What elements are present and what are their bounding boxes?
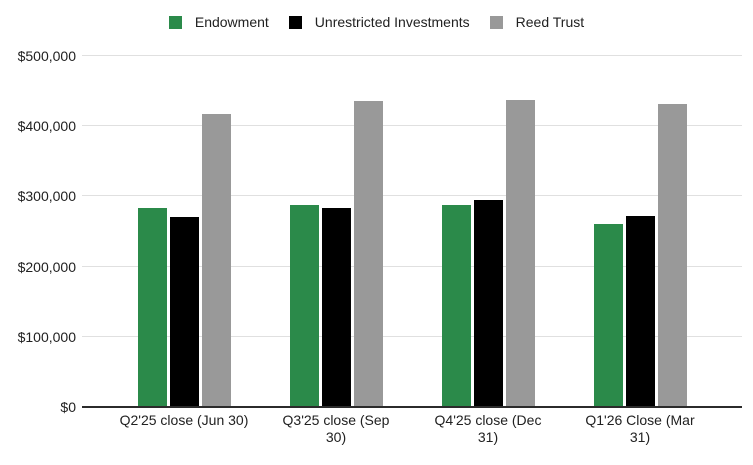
bar-group-q1-26-close-mar-31 bbox=[564, 56, 716, 407]
legend-label: Unrestricted Investments bbox=[314, 14, 470, 30]
x-tick-label-q2-25-close-jun-30: Q2'25 close (Jun 30) bbox=[119, 412, 249, 428]
gridline bbox=[82, 335, 742, 337]
x-tick-label-q3-25-close-sep-30: Q3'25 close (Sep 30) bbox=[282, 412, 390, 445]
y-tick-label: $300,000 bbox=[17, 188, 76, 205]
x-tick-label-q4-25-close-dec-31: Q4'25 close (Dec 31) bbox=[434, 412, 542, 445]
gridline bbox=[82, 195, 742, 197]
x-tick-label-q1-26-close-mar-31: Q1'26 Close (Mar 31) bbox=[585, 412, 695, 445]
legend-item-endowment: Endowment bbox=[168, 12, 269, 32]
bar-group-q3-25-close-sep-30 bbox=[260, 56, 412, 407]
bar-endowment bbox=[137, 208, 167, 407]
bar-reed-trust bbox=[201, 113, 231, 407]
chart-legend: Endowment Unrestricted Investments Reed Tr… bbox=[0, 12, 753, 32]
bar-reed-trust bbox=[505, 99, 535, 407]
legend-swatch-icon bbox=[489, 15, 503, 29]
bar-unrestricted-investments bbox=[625, 216, 655, 407]
plot-area bbox=[82, 55, 742, 408]
bar-unrestricted-investments bbox=[321, 207, 351, 407]
x-axis-labels: Q2'25 close (Jun 30) Q3'25 close (Sep 30)… bbox=[108, 412, 716, 446]
bar-reed-trust bbox=[353, 100, 383, 407]
gridline bbox=[82, 55, 742, 56]
bar-endowment bbox=[289, 204, 319, 407]
legend-swatch-icon bbox=[168, 15, 182, 29]
legend-item-reed-trust: Reed Trust bbox=[489, 12, 585, 32]
bar-unrestricted-investments bbox=[473, 199, 503, 407]
gridline bbox=[82, 125, 742, 127]
bar-group-q2-25-close-jun-30 bbox=[108, 56, 260, 407]
bar-endowment bbox=[593, 224, 623, 407]
x-axis-line bbox=[82, 406, 742, 408]
legend-label: Reed Trust bbox=[515, 14, 585, 30]
legend-item-unrestricted-investments: Unrestricted Investments bbox=[288, 12, 470, 32]
y-tick-label: $100,000 bbox=[17, 328, 76, 345]
bar-group-q4-25-close-dec-31 bbox=[412, 56, 564, 407]
bar-groups bbox=[82, 56, 742, 407]
bar-endowment bbox=[441, 204, 471, 407]
y-tick-label: $400,000 bbox=[17, 118, 76, 135]
legend-label: Endowment bbox=[194, 14, 269, 30]
gridline bbox=[82, 265, 742, 267]
legend-swatch-icon bbox=[288, 15, 302, 29]
y-tick-label: $200,000 bbox=[17, 258, 76, 275]
y-tick-label: $0 bbox=[60, 399, 76, 415]
y-tick-label: $500,000 bbox=[17, 48, 76, 64]
bar-reed-trust bbox=[657, 104, 687, 407]
bar-unrestricted-investments bbox=[169, 216, 199, 407]
